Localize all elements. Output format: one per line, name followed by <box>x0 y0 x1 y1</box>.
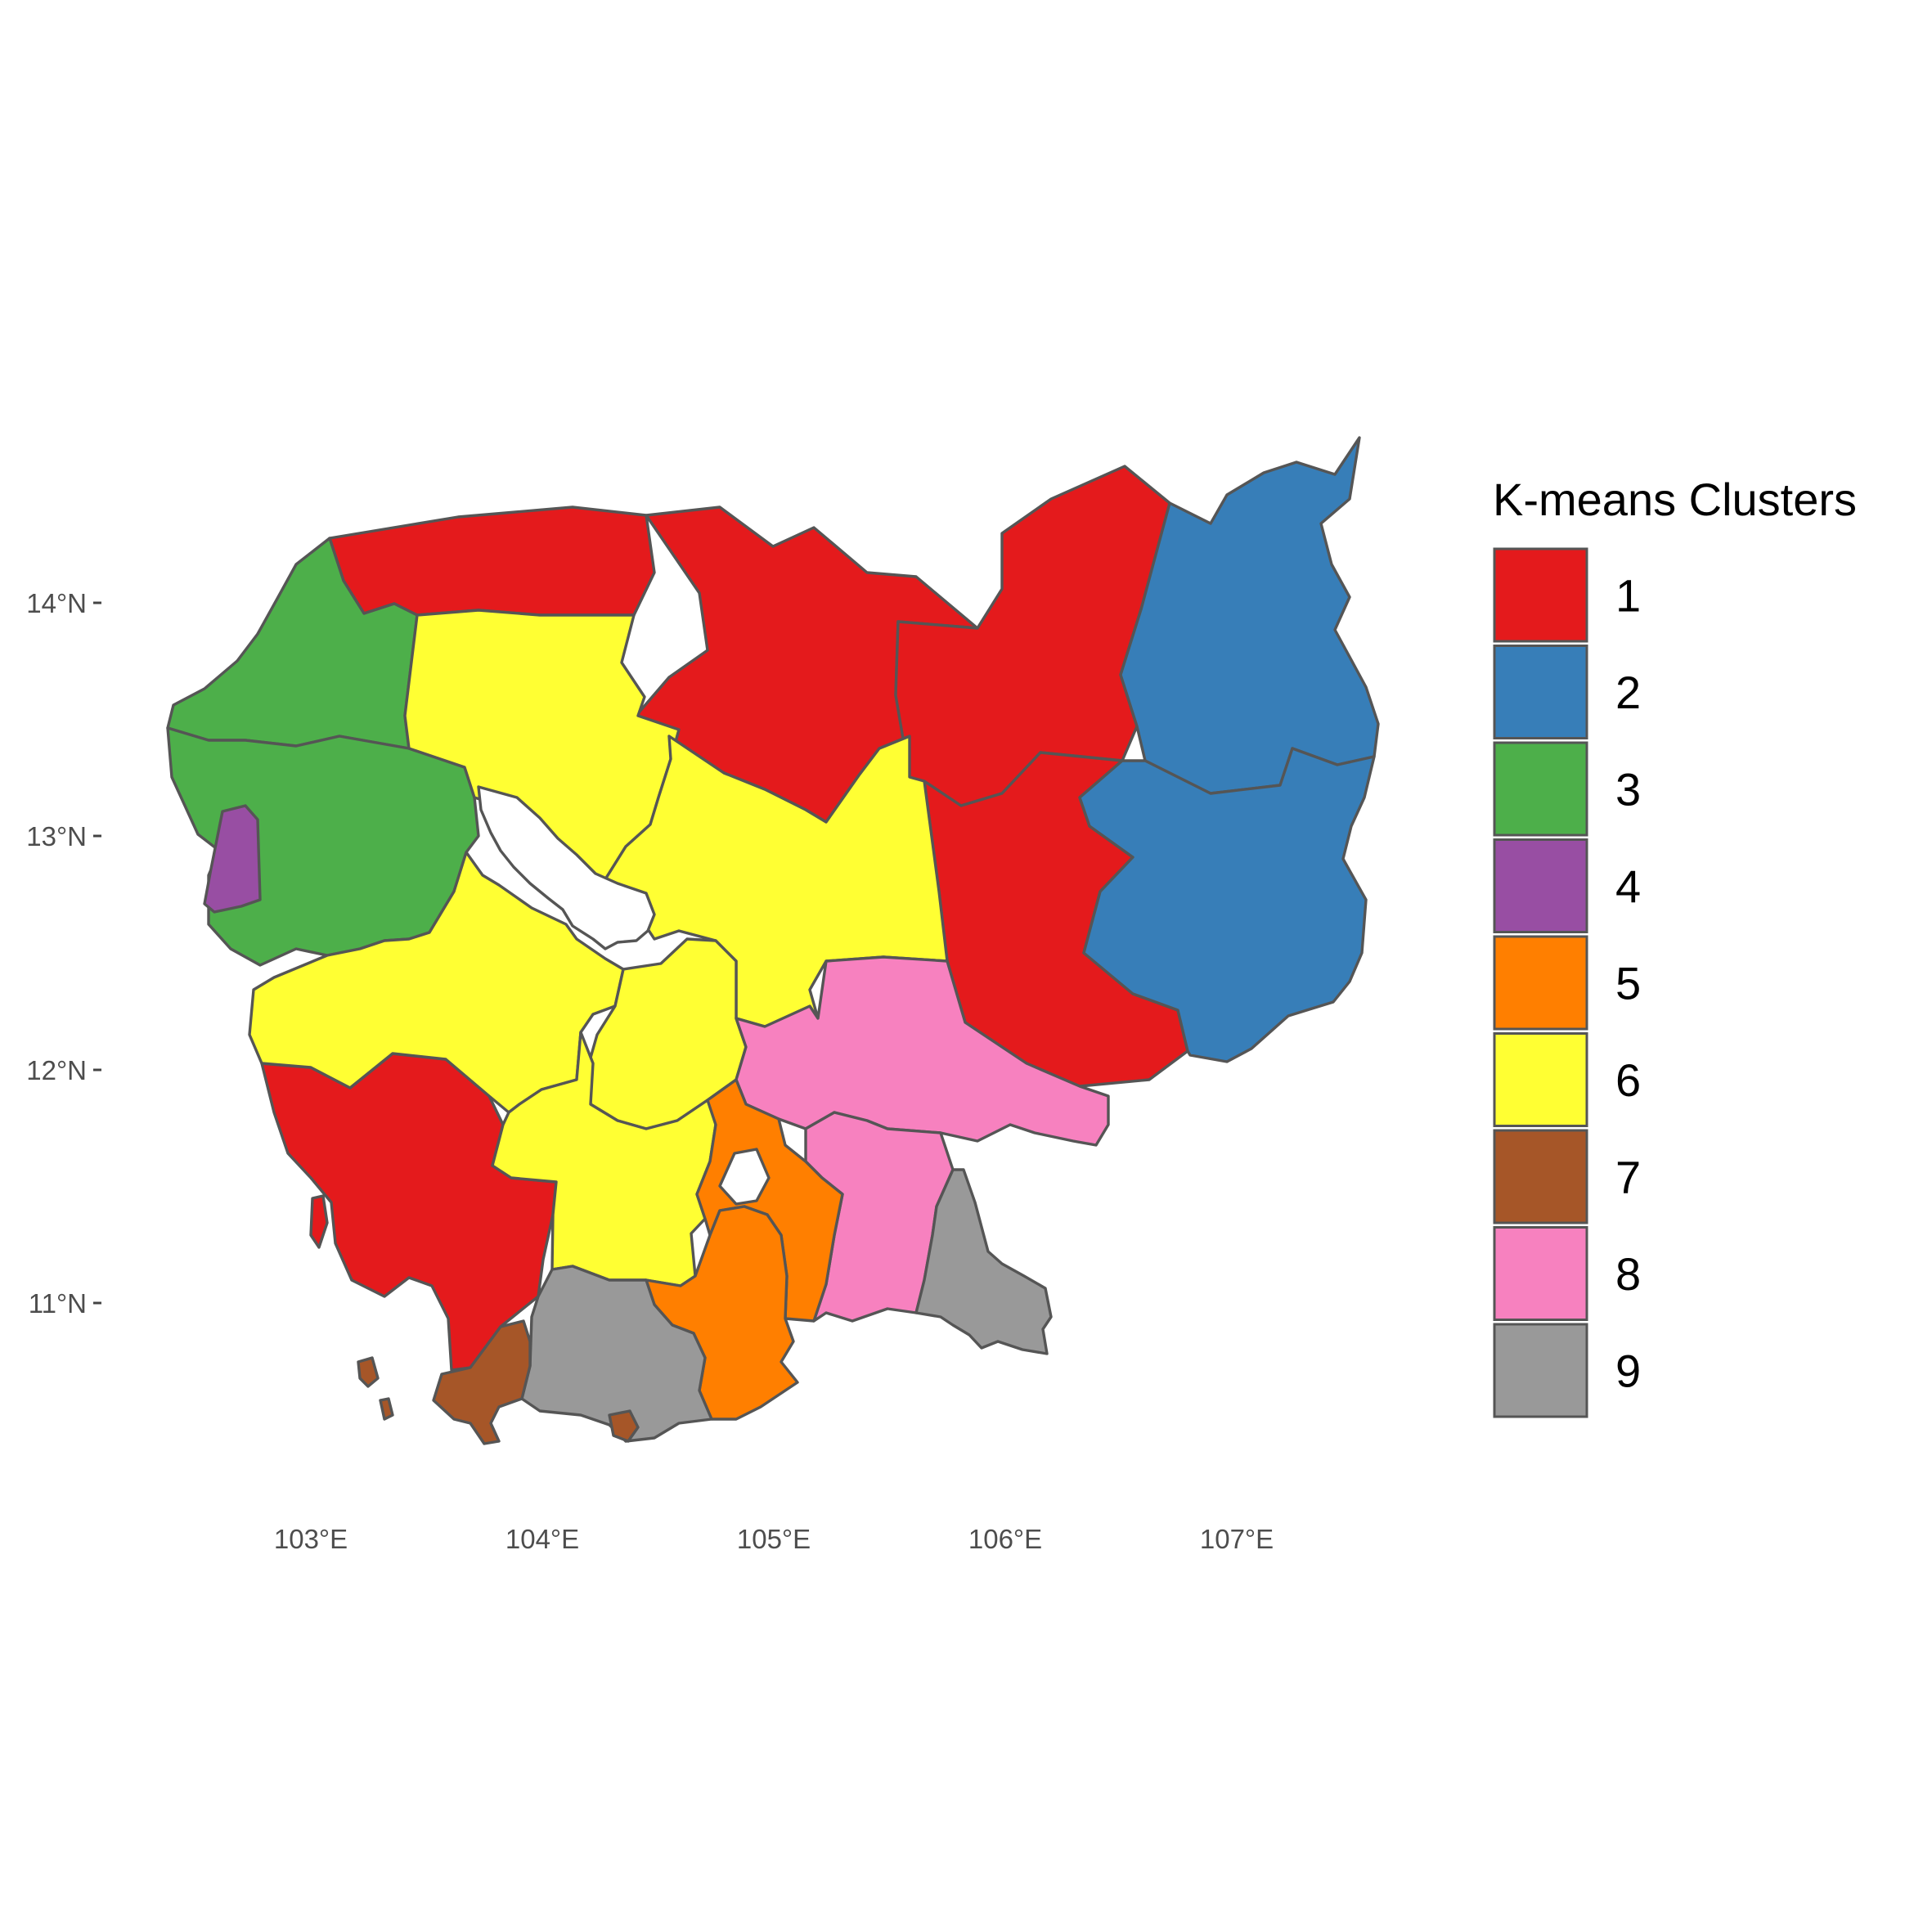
y-axis: 14°N 13°N 12°N 11°N <box>26 588 101 1319</box>
legend-label-5: 5 <box>1615 958 1641 1009</box>
tonle-sap-lake <box>477 785 656 950</box>
legend-items: 1 2 3 4 5 6 7 8 9 <box>1493 547 1641 1418</box>
legend-swatch-8 <box>1493 1226 1588 1321</box>
region-kampong-thom <box>604 735 949 1028</box>
y-tick-label: 11°N <box>29 1288 87 1319</box>
region-stung-treng <box>894 465 1171 807</box>
island-group-south <box>379 1397 394 1421</box>
legend-swatch-7 <box>1493 1129 1588 1224</box>
y-tick-label: 12°N <box>26 1055 87 1085</box>
region-oddar-meanchey <box>328 505 656 617</box>
x-tick-label: 107°E <box>1200 1524 1274 1554</box>
region-svay-rieng <box>914 1168 1053 1355</box>
y-tick-label: 14°N <box>26 588 87 618</box>
legend-swatch-2 <box>1493 645 1588 739</box>
legend-swatch-5 <box>1493 935 1588 1031</box>
legend-swatch-3 <box>1493 741 1588 837</box>
region-pailin <box>203 804 262 914</box>
island-koh-kong <box>309 1194 329 1249</box>
legend: K-means Clusters 1 2 3 4 5 6 7 8 9 <box>1493 474 1857 1418</box>
lake-island-kandal <box>718 1148 771 1206</box>
legend-title: K-means Clusters <box>1493 474 1857 525</box>
island-group-west <box>357 1356 380 1388</box>
legend-swatch-9 <box>1493 1323 1588 1418</box>
region-preah-sihanouk <box>432 1319 532 1445</box>
map-regions <box>166 436 1380 1445</box>
region-kampong-cham <box>735 955 1110 1147</box>
legend-label-7: 7 <box>1615 1152 1641 1203</box>
region-kep <box>608 1409 640 1443</box>
x-tick-label: 105°E <box>737 1524 811 1554</box>
legend-label-2: 2 <box>1615 667 1641 718</box>
x-tick-label: 104°E <box>505 1524 579 1554</box>
legend-label-8: 8 <box>1615 1248 1641 1300</box>
legend-swatch-6 <box>1493 1032 1588 1127</box>
legend-label-6: 6 <box>1615 1054 1641 1106</box>
legend-label-3: 3 <box>1615 764 1641 815</box>
legend-label-4: 4 <box>1615 860 1641 912</box>
legend-label-9: 9 <box>1615 1346 1641 1397</box>
x-tick-label: 106°E <box>968 1524 1042 1554</box>
region-ratanakiri <box>1119 436 1380 795</box>
region-mondulkiri <box>1078 747 1376 1063</box>
x-tick-label: 103°E <box>274 1524 348 1554</box>
legend-label-1: 1 <box>1615 570 1641 622</box>
x-axis: 103°E 104°E 105°E 106°E 107°E <box>274 1524 1274 1554</box>
legend-swatch-1 <box>1493 547 1588 643</box>
legend-swatch-4 <box>1493 838 1588 933</box>
y-tick-label: 13°N <box>26 821 87 851</box>
